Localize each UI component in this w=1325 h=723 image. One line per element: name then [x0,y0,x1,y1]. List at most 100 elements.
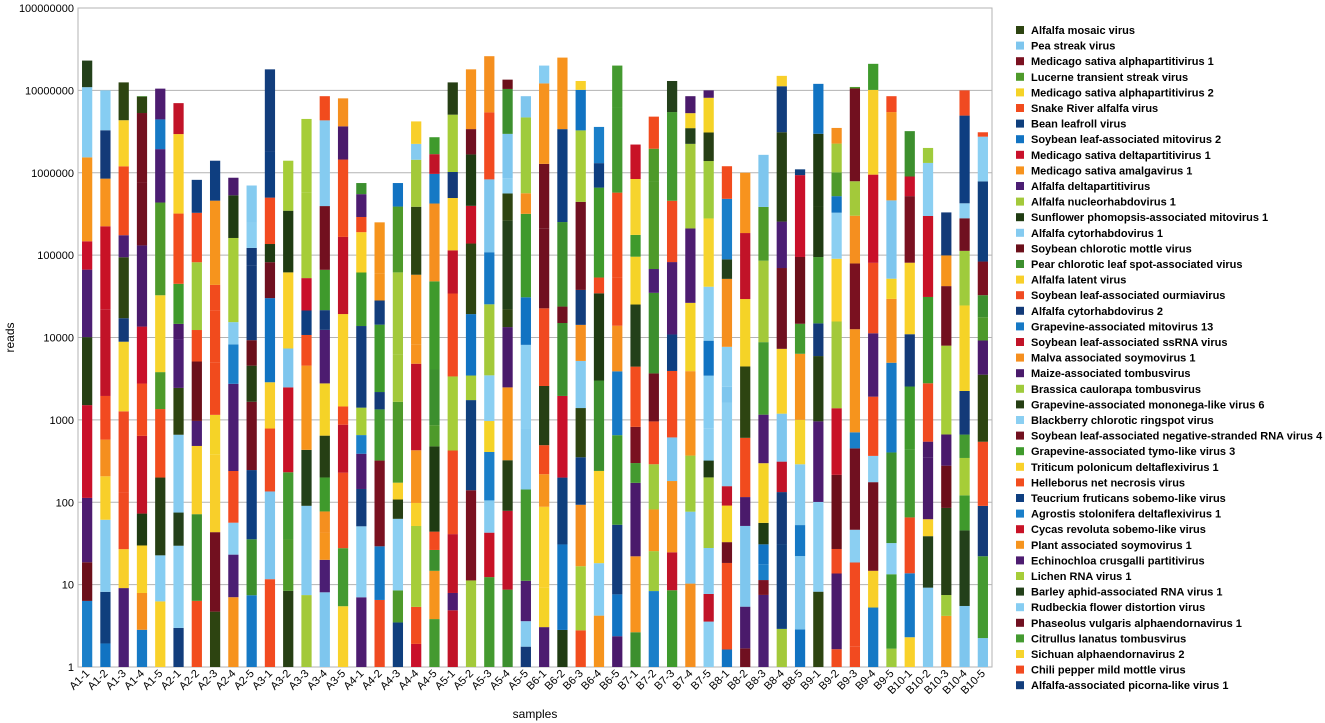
bar-segment [539,308,550,386]
bar-segment [557,57,568,130]
legend-swatch [1016,26,1024,34]
bar-segment [173,323,184,340]
bar-stack [374,222,385,667]
bar-segment [118,166,129,236]
legend-label: Lucerne transient streak virus [1031,72,1188,84]
bar-segment [959,605,970,667]
bar-segment [337,126,349,160]
legend-item: Sichuan alphaendornavirus 2 [1016,649,1184,661]
bar-segment [118,588,129,667]
bar-segment [356,183,367,195]
bar-segment [831,548,842,574]
bar-segment [191,514,202,601]
bar-segment [100,309,111,396]
bar-segment [447,592,458,611]
bar-segment [721,346,733,387]
bar-segment [904,131,915,177]
bar-stack [977,132,988,667]
bar-segment [283,272,294,349]
legend-item: Medicago sativa alphapartitivirus 2 [1016,87,1214,99]
bar-segment [886,362,897,453]
legend-item: Grapevine-associated tymo-like virus 3 [1016,446,1235,458]
bar-segment [922,536,934,588]
bar-segment [191,420,202,446]
bar-segment [703,218,714,287]
bar-segment [484,56,495,113]
bar-segment [228,344,239,384]
bar-segment [703,340,714,376]
bar-segment [831,649,842,667]
bar-segment [465,400,477,491]
bar-segment [868,89,879,175]
bar-segment [593,470,605,564]
legend-label: Alfalfa latent virus [1031,275,1126,287]
bar-segment [374,546,385,600]
bar-segment [136,245,148,327]
bar-segment [539,163,550,229]
bar-segment [703,460,714,478]
bar-segment [228,522,239,555]
bar-segment [849,88,861,182]
bar-segment [100,476,111,520]
bar-stack [721,166,733,667]
legend-label: Teucrium fruticans sobemo-like virus [1031,493,1226,505]
bar-segment [447,171,458,199]
bar-segment [82,337,93,406]
bar-segment [301,118,312,193]
bar-segment [941,255,952,287]
bar-segment [648,292,659,374]
bar-segment [392,499,404,519]
legend-label: Blackberry chlorotic ringspot virus [1031,415,1214,427]
bar-segment [465,69,477,130]
bar-segment [301,310,312,335]
bar-stack [612,65,623,667]
bar-segment [666,481,678,553]
bar-segment [264,69,276,152]
bar-stack [228,177,239,667]
bar-segment [429,369,440,426]
bar-segment [740,648,751,667]
bar-segment [191,262,202,331]
bar-segment [539,506,550,588]
legend-label: Plant associated soymovirus 1 [1031,540,1192,552]
bar-segment [612,277,623,326]
bar-segment [831,212,842,259]
bar-segment [319,383,330,436]
bar-segment [246,365,257,402]
bar-segment [977,505,988,557]
bar-segment [337,406,349,425]
bar-segment [794,464,806,526]
bar-segment [575,89,586,131]
legend-item: Teucrium fruticans sobemo-like virus [1016,493,1226,505]
bar-segment [264,382,276,429]
bar-segment [337,606,349,667]
bar-segment [849,448,861,530]
bar-segment [849,215,861,264]
bar-segment [612,325,623,372]
bar-segment [776,75,787,87]
legend-item: Alfalfa cytorhabdovirus 1 [1016,228,1163,240]
bar-segment [283,590,294,667]
bar-segment [411,643,422,667]
legend-swatch [1016,306,1024,315]
bar-segment [831,143,842,173]
bar-segment [136,592,148,630]
bar-segment [703,90,714,98]
bar-segment [922,457,934,520]
bar-segment [429,549,440,571]
y-tick-label: 1 [68,662,74,674]
legend-label: Soybean chlorotic mottle virus [1031,243,1192,255]
legend-label: Medicago sativa deltapartitivirus 1 [1031,150,1211,162]
legend-swatch [1016,650,1024,658]
bar-stack [758,154,769,667]
legend-swatch [1016,681,1024,690]
bar-segment [666,590,678,667]
y-axis-title: reads [3,322,17,352]
bar-segment [758,154,769,207]
bar-segment [82,405,93,498]
bar-segment [155,88,166,120]
bar-stack [794,169,806,667]
bar-segment [319,269,330,311]
legend-swatch [1016,88,1024,97]
bar-segment [82,269,93,338]
